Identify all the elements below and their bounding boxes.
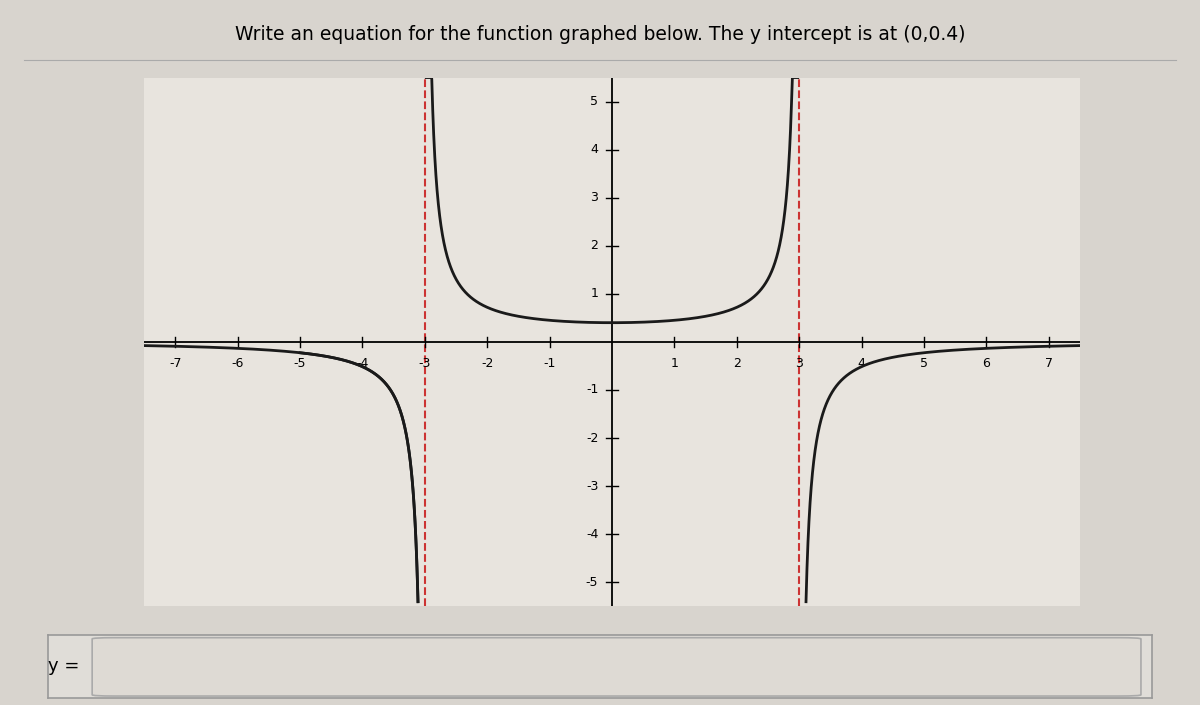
Text: 2: 2 xyxy=(733,357,740,370)
Text: -3: -3 xyxy=(419,357,431,370)
Text: -5: -5 xyxy=(294,357,306,370)
Text: 3: 3 xyxy=(590,191,599,204)
Text: -3: -3 xyxy=(586,479,599,493)
Text: 4: 4 xyxy=(590,143,599,156)
Text: 3: 3 xyxy=(796,357,803,370)
Text: -1: -1 xyxy=(544,357,556,370)
Text: 4: 4 xyxy=(858,357,865,370)
Text: 7: 7 xyxy=(1045,357,1052,370)
Text: -7: -7 xyxy=(169,357,181,370)
Text: -4: -4 xyxy=(356,357,368,370)
Text: -2: -2 xyxy=(586,431,599,445)
Text: 5: 5 xyxy=(590,95,599,108)
Text: y =: y = xyxy=(48,657,79,675)
Text: -2: -2 xyxy=(481,357,493,370)
Text: 1: 1 xyxy=(590,288,599,300)
Text: -4: -4 xyxy=(586,528,599,541)
Text: Write an equation for the function graphed below. The y intercept is at (0,0.4): Write an equation for the function graph… xyxy=(235,25,965,44)
Text: -6: -6 xyxy=(232,357,244,370)
Text: 5: 5 xyxy=(920,357,928,370)
FancyBboxPatch shape xyxy=(92,637,1141,696)
Text: -1: -1 xyxy=(586,384,599,396)
Text: 6: 6 xyxy=(983,357,990,370)
Text: 1: 1 xyxy=(671,357,678,370)
Text: -5: -5 xyxy=(586,576,599,589)
Text: 2: 2 xyxy=(590,239,599,252)
